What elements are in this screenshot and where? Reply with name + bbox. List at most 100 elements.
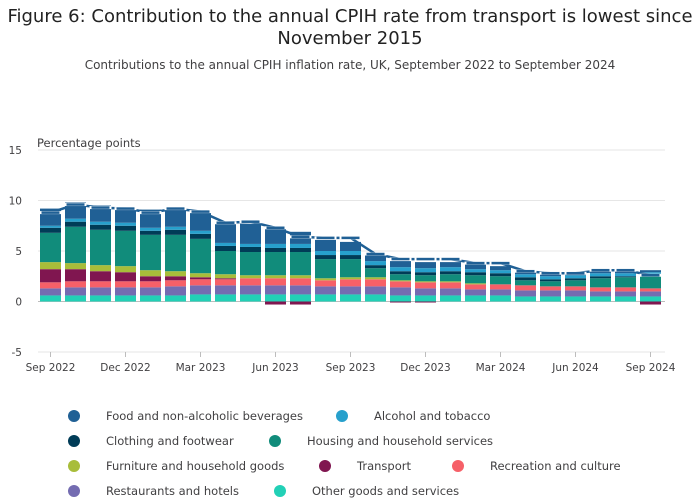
bar-segment[interactable]: [590, 291, 611, 297]
bar-segment[interactable]: [290, 278, 311, 286]
bar-segment[interactable]: [365, 268, 386, 278]
line-marker[interactable]: [91, 206, 110, 209]
line-marker[interactable]: [516, 269, 535, 273]
bar-segment[interactable]: [165, 276, 186, 281]
bar-segment[interactable]: [40, 288, 61, 296]
bar-segment[interactable]: [240, 275, 261, 279]
bar-segment[interactable]: [215, 274, 236, 279]
bar-segment[interactable]: [615, 271, 636, 274]
bar-segment[interactable]: [190, 277, 211, 280]
line-marker[interactable]: [41, 211, 60, 214]
bar-segment[interactable]: [65, 295, 86, 302]
line-marker[interactable]: [116, 207, 135, 210]
bar-segment[interactable]: [265, 247, 286, 253]
bar-segment[interactable]: [240, 243, 261, 247]
bar-segment[interactable]: [315, 255, 336, 260]
line-marker[interactable]: [366, 252, 385, 256]
line-marker[interactable]: [316, 236, 335, 240]
bar-segment[interactable]: [390, 295, 411, 302]
bar-segment[interactable]: [315, 286, 336, 295]
bar-segment[interactable]: [315, 251, 336, 256]
bar-segment[interactable]: [415, 272, 436, 276]
bar-segment[interactable]: [165, 229, 186, 235]
bar-segment[interactable]: [615, 273, 636, 277]
bar-segment[interactable]: [515, 274, 536, 278]
line-marker[interactable]: [141, 211, 160, 214]
bar-segment[interactable]: [415, 275, 436, 282]
line-marker[interactable]: [591, 268, 610, 272]
bar-segment[interactable]: [390, 301, 411, 303]
bar-segment[interactable]: [40, 232, 61, 263]
line-marker[interactable]: [416, 257, 435, 261]
bar-segment[interactable]: [165, 271, 186, 277]
bar-segment[interactable]: [165, 280, 186, 287]
line-marker[interactable]: [616, 268, 635, 272]
bar-segment[interactable]: [240, 278, 261, 286]
line-marker[interactable]: [166, 207, 185, 210]
bar-segment[interactable]: [115, 207, 136, 223]
bar-segment[interactable]: [115, 225, 136, 231]
bar-segment[interactable]: [165, 234, 186, 272]
bar-segment[interactable]: [65, 263, 86, 270]
bar-segment[interactable]: [65, 218, 86, 222]
bar-segment[interactable]: [140, 209, 161, 228]
bar-segment[interactable]: [340, 294, 361, 302]
bar-segment[interactable]: [65, 226, 86, 264]
bar-segment[interactable]: [140, 227, 161, 231]
bar-segment[interactable]: [465, 264, 486, 270]
bar-segment[interactable]: [615, 287, 636, 292]
bar-segment[interactable]: [640, 296, 661, 302]
bar-segment[interactable]: [190, 233, 211, 239]
bar-segment[interactable]: [90, 224, 111, 230]
bar-segment[interactable]: [440, 295, 461, 302]
bar-segment[interactable]: [115, 230, 136, 267]
bar-segment[interactable]: [115, 222, 136, 226]
bar-segment[interactable]: [290, 243, 311, 248]
bar-segment[interactable]: [365, 277, 386, 280]
bar-segment[interactable]: [515, 296, 536, 302]
line-marker[interactable]: [441, 257, 460, 261]
bar-segment[interactable]: [415, 288, 436, 296]
bar-segment[interactable]: [215, 223, 236, 243]
bar-segment[interactable]: [340, 286, 361, 295]
bar-segment[interactable]: [490, 276, 511, 285]
bar-segment[interactable]: [515, 280, 536, 286]
bar-segment[interactable]: [365, 279, 386, 287]
bar-segment[interactable]: [240, 246, 261, 253]
bar-segment[interactable]: [415, 268, 436, 273]
bar-segment[interactable]: [315, 278, 336, 281]
bar-segment[interactable]: [65, 221, 86, 227]
bar-segment[interactable]: [515, 285, 536, 291]
bar-segment[interactable]: [365, 265, 386, 269]
bar-segment[interactable]: [290, 285, 311, 295]
bar-segment[interactable]: [490, 284, 511, 290]
bar-segment[interactable]: [90, 271, 111, 282]
bar-segment[interactable]: [540, 279, 561, 282]
bar-segment[interactable]: [165, 295, 186, 302]
bar-segment[interactable]: [415, 281, 436, 283]
bar-segment[interactable]: [215, 294, 236, 302]
bar-segment[interactable]: [190, 279, 211, 286]
bar-segment[interactable]: [465, 295, 486, 302]
bar-segment[interactable]: [540, 290, 561, 297]
bar-segment[interactable]: [615, 277, 636, 288]
bar-segment[interactable]: [390, 261, 411, 268]
bar-segment[interactable]: [215, 242, 236, 246]
line-marker[interactable]: [466, 261, 485, 265]
bar-segment[interactable]: [265, 252, 286, 276]
bar-segment[interactable]: [90, 287, 111, 296]
line-marker[interactable]: [541, 271, 560, 275]
bar-segment[interactable]: [365, 286, 386, 295]
bar-segment[interactable]: [540, 281, 561, 287]
bar-segment[interactable]: [215, 279, 236, 286]
bar-segment[interactable]: [340, 255, 361, 260]
bar-segment[interactable]: [590, 278, 611, 288]
bar-segment[interactable]: [440, 282, 461, 289]
bar-segment[interactable]: [265, 278, 286, 286]
bar-segment[interactable]: [90, 229, 111, 266]
bar-segment[interactable]: [390, 281, 411, 288]
bar-segment[interactable]: [515, 290, 536, 297]
bar-segment[interactable]: [590, 296, 611, 302]
line-marker[interactable]: [266, 226, 285, 230]
bar-segment[interactable]: [565, 278, 586, 281]
